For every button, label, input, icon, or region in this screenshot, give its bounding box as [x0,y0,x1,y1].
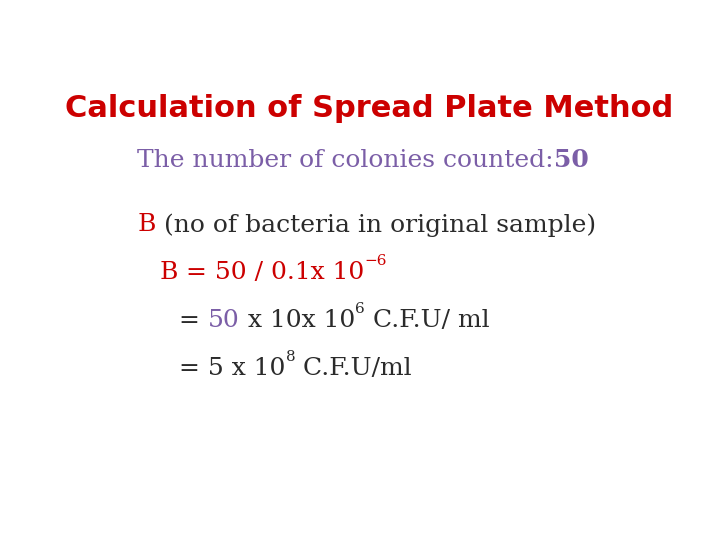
Text: = 5 x 10: = 5 x 10 [179,357,286,380]
Text: =: = [179,309,208,332]
Text: 50: 50 [208,309,240,332]
Text: (no of bacteria in original sample): (no of bacteria in original sample) [156,213,596,237]
Text: −6: −6 [364,254,387,268]
Text: 6: 6 [355,302,365,316]
Text: C.F.U/ml: C.F.U/ml [295,357,412,380]
Text: = 50 / 0.1x 10: = 50 / 0.1x 10 [178,261,364,284]
Text: Calculation of Spread Plate Method: Calculation of Spread Plate Method [65,94,673,123]
Text: 8: 8 [286,350,295,364]
Text: B: B [138,213,156,237]
Text: The number of colonies counted:: The number of colonies counted: [138,149,554,172]
Text: B: B [160,261,178,284]
Text: C.F.U/ ml: C.F.U/ ml [365,309,490,332]
Text: 50: 50 [554,148,589,172]
Text: x 10x 10: x 10x 10 [240,309,355,332]
